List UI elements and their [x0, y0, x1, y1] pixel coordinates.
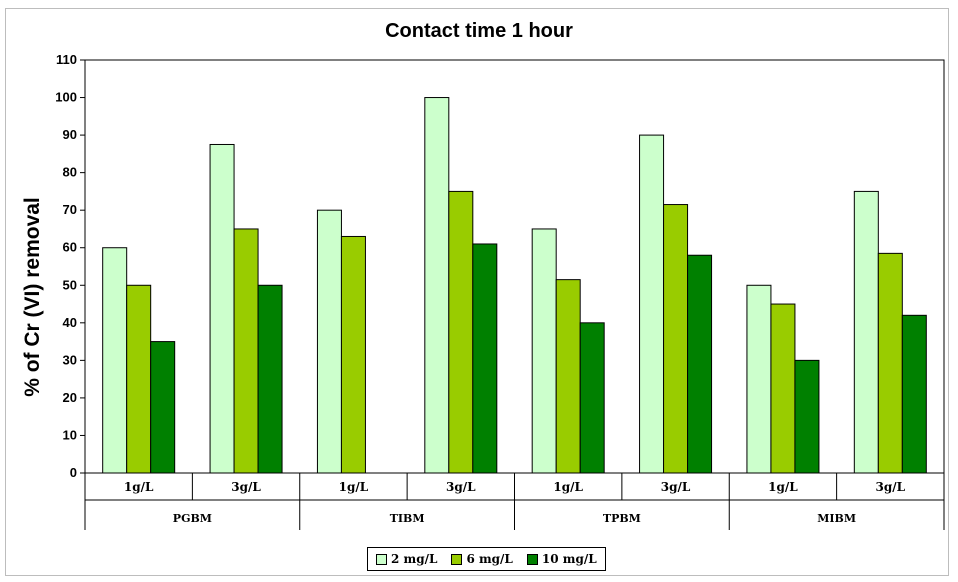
legend-label: 10 mg/L: [541, 552, 597, 566]
legend-label: 2 mg/L: [391, 552, 438, 566]
x-category-label: 3g/L: [661, 480, 691, 494]
y-tick-label: 50: [63, 277, 77, 292]
y-tick-label: 60: [63, 240, 77, 255]
bar: [340, 235, 366, 474]
x-category-label: 1g/L: [339, 480, 369, 494]
bar: [531, 228, 557, 474]
bars-layer: [102, 97, 927, 474]
x-category-label: 3g/L: [876, 480, 906, 494]
bar: [257, 284, 283, 474]
legend-item: 6 mg/L: [451, 552, 513, 566]
y-tick-label: 100: [55, 90, 77, 105]
y-tick-label: 30: [63, 352, 77, 367]
bar: [150, 341, 176, 474]
y-tick-label: 20: [63, 390, 77, 405]
bar: [853, 190, 879, 474]
y-tick-label: 80: [63, 165, 77, 180]
bar: [770, 303, 796, 474]
bar: [316, 209, 342, 474]
x-group-label: PGBM: [173, 512, 212, 525]
axes-layer: 0 10 20 30 40 50 60 70 80 90 100 110 1g/L 3g/L 1g/L 3g/…: [55, 52, 945, 530]
x-group-label: TIBM: [390, 512, 425, 525]
bar: [663, 204, 689, 474]
legend-swatch: [451, 553, 463, 565]
bar: [877, 252, 903, 474]
bar: [687, 254, 713, 474]
bar: [579, 322, 605, 474]
y-tick-label: 40: [63, 315, 77, 330]
x-category-label: 1g/L: [553, 480, 583, 494]
bar: [233, 228, 259, 474]
chart-title: Contact time 1 hour: [385, 20, 573, 42]
bar: [794, 359, 820, 474]
x-category-label: 3g/L: [231, 480, 261, 494]
bar: [448, 190, 474, 474]
y-tick-label: 70: [63, 202, 77, 217]
legend-label: 6 mg/L: [466, 552, 513, 566]
x-category-label: 1g/L: [768, 480, 798, 494]
bar: [102, 247, 128, 474]
legend-swatch: [376, 553, 387, 565]
bar: [209, 143, 235, 474]
y-tick-label: 90: [63, 127, 77, 142]
x-group-label: TPBM: [603, 512, 641, 525]
x-category-label: 1g/L: [124, 480, 154, 494]
bar: [472, 243, 498, 474]
y-tick-label: 0: [70, 465, 77, 480]
bar: [555, 279, 581, 474]
bar: [639, 134, 665, 474]
legend: 2 mg/L 6 mg/L 10 mg/L: [367, 547, 606, 571]
bar: [901, 314, 927, 474]
legend-item: 10 mg/L: [526, 552, 597, 566]
bar: [746, 284, 772, 474]
bar: [424, 97, 450, 474]
x-group-label: MIBM: [817, 512, 856, 525]
x-category-label: 3g/L: [446, 480, 476, 494]
bar: [126, 284, 152, 474]
legend-item: 2 mg/L: [376, 552, 437, 566]
y-tick-label: 110: [56, 52, 77, 67]
legend-swatch: [526, 553, 538, 565]
y-tick-label: 10: [63, 427, 77, 442]
